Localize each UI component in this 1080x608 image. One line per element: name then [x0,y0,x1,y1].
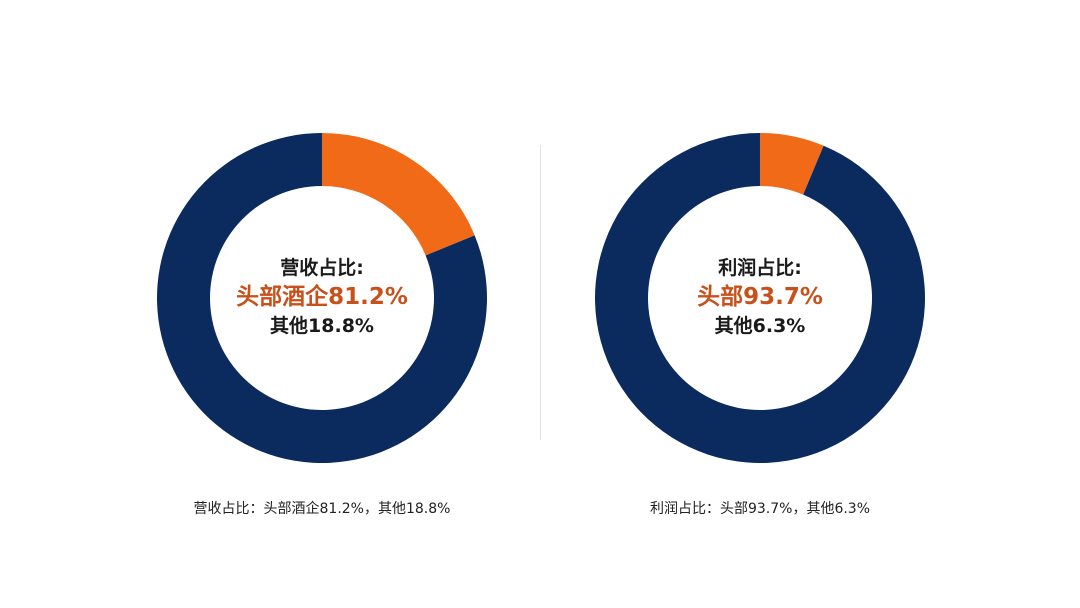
center-main-value: 头部酒企81.2% [236,283,408,310]
center-label-revenue: 营收占比: 头部酒企81.2% 其他18.8% [212,257,432,338]
caption-revenue: 营收占比：头部酒企81.2%，其他18.8% [193,501,451,517]
donut-chart-profit [594,133,925,463]
center-other-value: 其他6.3% [714,314,806,337]
donut-slice-main [594,133,925,463]
donut-slice-other [322,133,475,256]
center-title: 利润占比: [718,257,802,279]
center-label-profit: 利润占比: 头部93.7% 其他6.3% [650,257,870,338]
center-other-value: 其他18.8% [270,314,374,337]
donut-slice-main [156,133,487,463]
donut-chart-revenue [156,133,487,463]
donut-slice-other [760,133,824,195]
center-main-value: 头部93.7% [697,283,823,310]
caption-profit: 利润占比：头部93.7%，其他6.3% [649,501,871,517]
divider [540,145,541,440]
center-title: 营收占比: [280,257,364,279]
